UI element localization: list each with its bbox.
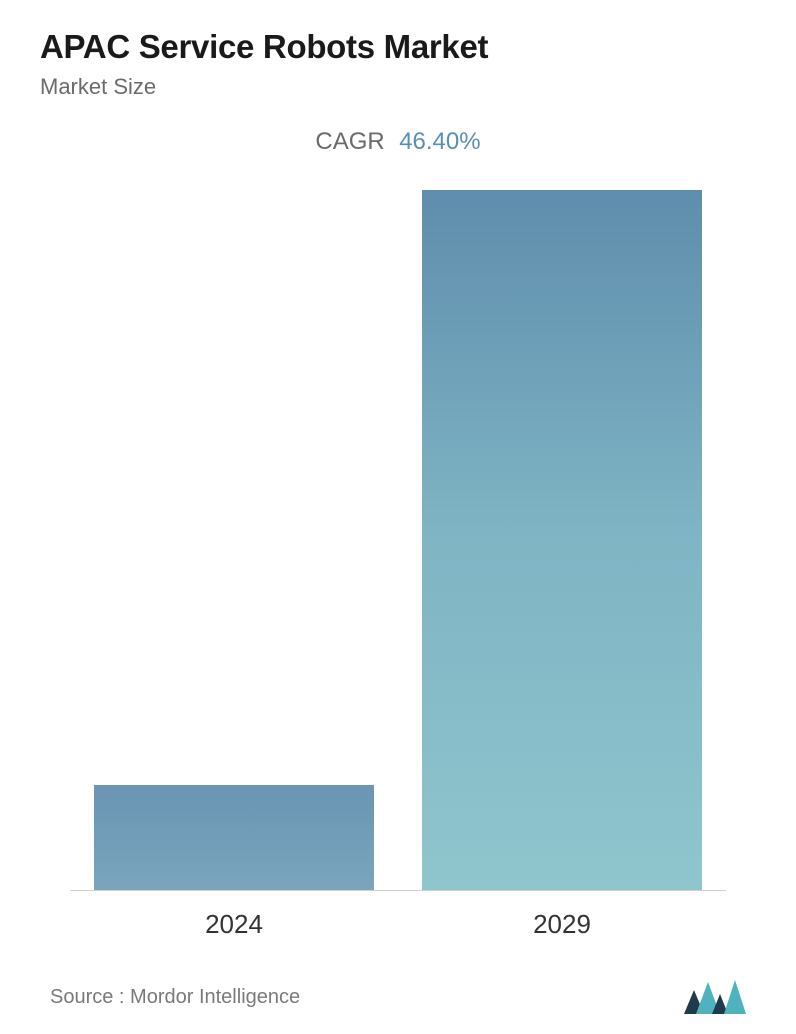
chart-container: APAC Service Robots Market Market Size C… xyxy=(0,0,796,1034)
x-label-0: 2024 xyxy=(94,909,374,940)
bar-2029 xyxy=(422,190,702,890)
source-text: Source : Mordor Intelligence xyxy=(50,986,300,1009)
x-label-1: 2029 xyxy=(422,909,702,940)
cagr-row: CAGR 46.40% xyxy=(40,128,756,156)
chart-plot-area xyxy=(40,166,756,890)
cagr-value: 46.40% xyxy=(399,128,480,155)
chart-subtitle: Market Size xyxy=(40,74,756,100)
bar-group-1 xyxy=(422,190,702,890)
brand-logo-icon xyxy=(684,980,746,1014)
cagr-label: CAGR xyxy=(315,128,384,155)
chart-footer: Source : Mordor Intelligence xyxy=(40,940,756,1014)
bar-2024 xyxy=(94,785,374,890)
bar-group-0 xyxy=(94,785,374,890)
chart-title: APAC Service Robots Market xyxy=(40,28,756,66)
x-axis-labels: 2024 2029 xyxy=(40,891,756,940)
